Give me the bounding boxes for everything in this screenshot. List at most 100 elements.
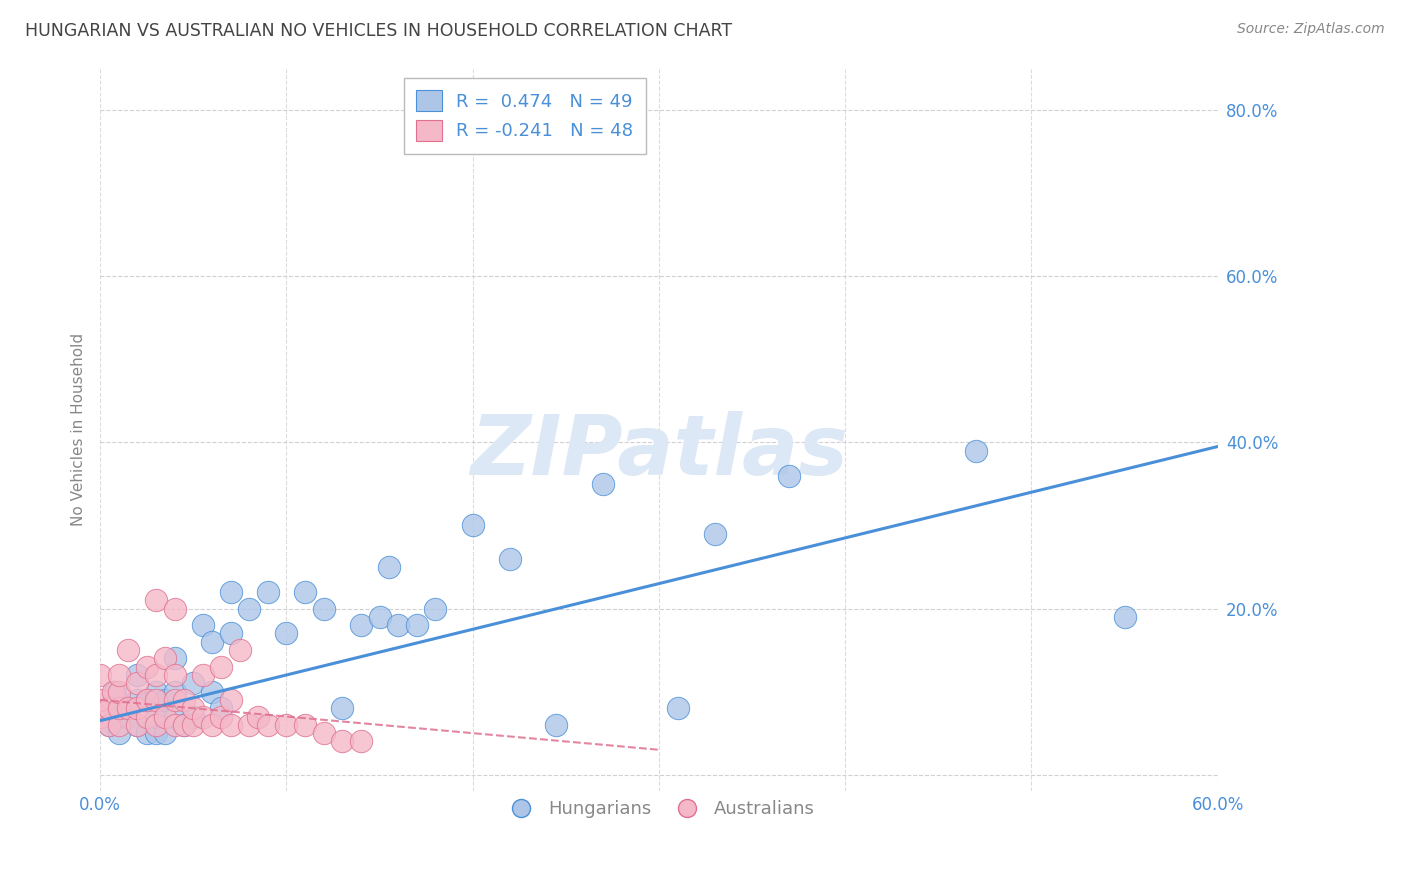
Point xyxy=(155,726,177,740)
Point xyxy=(229,643,252,657)
Point xyxy=(238,601,260,615)
Point xyxy=(209,709,232,723)
Point xyxy=(98,701,121,715)
Point xyxy=(378,560,401,574)
Point xyxy=(127,693,149,707)
Point xyxy=(191,709,214,723)
Point xyxy=(666,701,689,715)
Point xyxy=(163,601,186,615)
Point xyxy=(201,718,224,732)
Point xyxy=(135,709,157,723)
Point xyxy=(98,718,121,732)
Point xyxy=(965,443,987,458)
Point xyxy=(163,693,186,707)
Point xyxy=(256,718,278,732)
Point xyxy=(201,684,224,698)
Point xyxy=(117,709,139,723)
Legend: Hungarians, Australians: Hungarians, Australians xyxy=(495,793,823,826)
Point xyxy=(107,709,129,723)
Point xyxy=(1114,610,1136,624)
Point xyxy=(238,718,260,732)
Point xyxy=(107,668,129,682)
Point xyxy=(155,709,177,723)
Point xyxy=(247,709,270,723)
Point xyxy=(173,693,195,707)
Point xyxy=(703,526,725,541)
Text: Source: ZipAtlas.com: Source: ZipAtlas.com xyxy=(1237,22,1385,37)
Point xyxy=(145,718,167,732)
Point xyxy=(145,684,167,698)
Point xyxy=(163,684,186,698)
Point xyxy=(89,709,111,723)
Point xyxy=(294,718,316,732)
Point xyxy=(163,718,186,732)
Point xyxy=(209,659,232,673)
Point xyxy=(219,626,242,640)
Point xyxy=(127,701,149,715)
Point xyxy=(499,551,522,566)
Point xyxy=(155,651,177,665)
Point xyxy=(117,643,139,657)
Point xyxy=(294,585,316,599)
Point xyxy=(330,701,353,715)
Point xyxy=(107,726,129,740)
Point xyxy=(191,668,214,682)
Point xyxy=(181,709,204,723)
Point xyxy=(135,693,157,707)
Point xyxy=(145,693,167,707)
Point xyxy=(312,601,335,615)
Point xyxy=(173,718,195,732)
Point xyxy=(312,726,335,740)
Point xyxy=(155,693,177,707)
Point xyxy=(89,668,111,682)
Point xyxy=(387,618,409,632)
Point xyxy=(145,726,167,740)
Point xyxy=(145,709,167,723)
Point xyxy=(181,676,204,690)
Point xyxy=(276,626,298,640)
Point xyxy=(104,684,127,698)
Point xyxy=(368,610,391,624)
Point xyxy=(191,618,214,632)
Point xyxy=(127,676,149,690)
Point xyxy=(145,668,167,682)
Point xyxy=(350,734,373,748)
Point xyxy=(107,701,129,715)
Point xyxy=(276,718,298,732)
Point xyxy=(256,585,278,599)
Point xyxy=(592,476,614,491)
Point xyxy=(209,701,232,715)
Point xyxy=(219,718,242,732)
Point xyxy=(405,618,427,632)
Point xyxy=(181,701,204,715)
Point xyxy=(107,701,129,715)
Point xyxy=(101,684,124,698)
Point xyxy=(219,693,242,707)
Point xyxy=(173,718,195,732)
Point xyxy=(89,693,111,707)
Point xyxy=(546,718,568,732)
Point xyxy=(117,701,139,715)
Point xyxy=(461,518,484,533)
Point xyxy=(145,593,167,607)
Point xyxy=(778,468,800,483)
Point xyxy=(98,718,121,732)
Point xyxy=(181,718,204,732)
Point xyxy=(163,709,186,723)
Point xyxy=(107,718,129,732)
Point xyxy=(219,585,242,599)
Y-axis label: No Vehicles in Household: No Vehicles in Household xyxy=(72,334,86,526)
Point xyxy=(163,668,186,682)
Point xyxy=(127,668,149,682)
Point xyxy=(127,718,149,732)
Point xyxy=(330,734,353,748)
Text: ZIPatlas: ZIPatlas xyxy=(470,411,848,492)
Point xyxy=(201,634,224,648)
Point xyxy=(163,651,186,665)
Point xyxy=(425,601,447,615)
Point xyxy=(127,718,149,732)
Point xyxy=(135,659,157,673)
Point xyxy=(350,618,373,632)
Text: HUNGARIAN VS AUSTRALIAN NO VEHICLES IN HOUSEHOLD CORRELATION CHART: HUNGARIAN VS AUSTRALIAN NO VEHICLES IN H… xyxy=(25,22,733,40)
Point xyxy=(135,693,157,707)
